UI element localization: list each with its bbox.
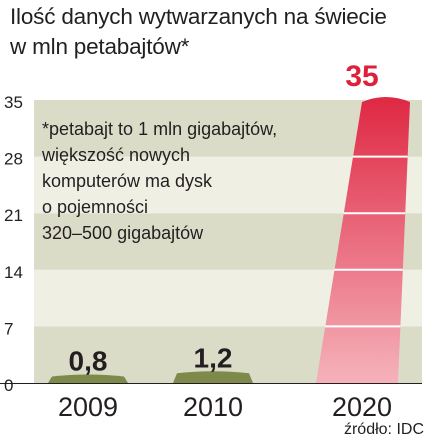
value-label-2010: 1,2 xyxy=(194,342,233,373)
y-tick-label: 7 xyxy=(4,319,13,338)
x-axis: 2009 2010 2020 xyxy=(58,392,392,422)
y-tick-label: 21 xyxy=(4,206,23,225)
y-tick-label: 35 xyxy=(4,93,23,112)
bar-2009 xyxy=(48,374,128,383)
chart-title: Ilość danych wytwarzanych na świecie w m… xyxy=(10,2,434,62)
bar-2010 xyxy=(173,371,253,383)
bars: 0,8 1,2 35 xyxy=(48,60,410,383)
y-tick-label: 28 xyxy=(4,150,23,169)
x-tick-label-2020: 2020 xyxy=(332,392,392,422)
footnote-line: większość nowych xyxy=(41,145,190,165)
title-line-1: Ilość danych wytwarzanych na świecie xyxy=(10,4,387,29)
title-line-2: w mln petabajtów* xyxy=(10,34,190,59)
footnote-line: 320–500 gigabajtów xyxy=(42,223,204,243)
x-tick-label-2009: 2009 xyxy=(58,392,118,422)
footnote-line: *petabajt to 1 mln gigabajtów, xyxy=(42,119,277,139)
value-label-2020: 35 xyxy=(345,60,378,93)
source-label: źródło: IDC xyxy=(343,421,424,438)
y-tick-label: 0 xyxy=(4,376,13,395)
bar-cap-2020 xyxy=(362,97,410,102)
bar-2020 xyxy=(316,102,410,383)
footnote-line: komputerów ma dysk xyxy=(42,171,213,191)
x-tick-label-2010: 2010 xyxy=(183,392,243,422)
footnote-line: o pojemności xyxy=(42,197,148,217)
value-label-2009: 0,8 xyxy=(69,346,108,377)
footnote: *petabajt to 1 mln gigabajtów, większość … xyxy=(41,119,277,243)
y-axis: 0 7 14 21 28 35 xyxy=(4,93,23,395)
y-tick-label: 14 xyxy=(4,263,23,282)
